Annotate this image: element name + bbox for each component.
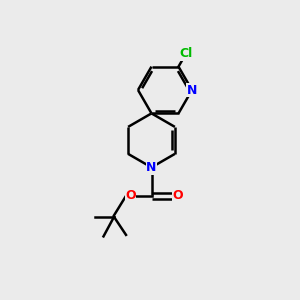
Text: N: N [146, 161, 157, 174]
Text: O: O [172, 189, 183, 203]
Text: O: O [125, 189, 136, 203]
Text: N: N [187, 83, 197, 97]
Text: Cl: Cl [179, 47, 193, 60]
